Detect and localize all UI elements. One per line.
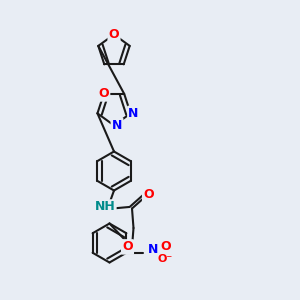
Text: O: O (160, 240, 171, 253)
Text: O⁻: O⁻ (158, 254, 173, 264)
Text: O: O (109, 28, 119, 41)
Text: O: O (143, 188, 154, 202)
Text: N: N (112, 119, 122, 132)
Text: N: N (128, 107, 139, 120)
Text: O: O (98, 87, 109, 101)
Text: N: N (148, 243, 159, 256)
Text: O: O (122, 240, 133, 254)
Text: NH: NH (94, 200, 116, 214)
